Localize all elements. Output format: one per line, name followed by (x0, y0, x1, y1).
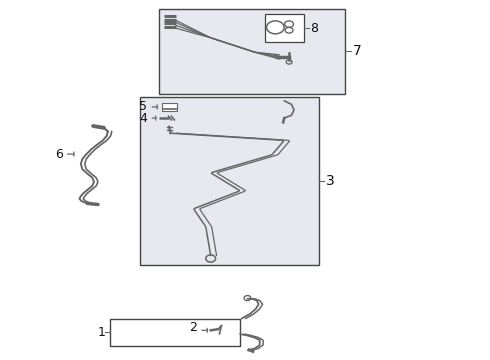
Text: 8: 8 (310, 22, 318, 35)
Text: 1: 1 (98, 325, 105, 339)
Bar (140, 97, 318, 265)
Bar (162, 103, 177, 111)
Text: 3: 3 (326, 174, 335, 188)
Text: 2: 2 (189, 321, 196, 334)
Bar (110, 319, 240, 346)
Text: 7: 7 (353, 45, 362, 58)
Bar (159, 9, 345, 94)
Text: 5: 5 (139, 100, 147, 113)
Bar (265, 14, 304, 42)
Text: 6: 6 (55, 148, 63, 161)
Text: 4: 4 (139, 112, 147, 125)
